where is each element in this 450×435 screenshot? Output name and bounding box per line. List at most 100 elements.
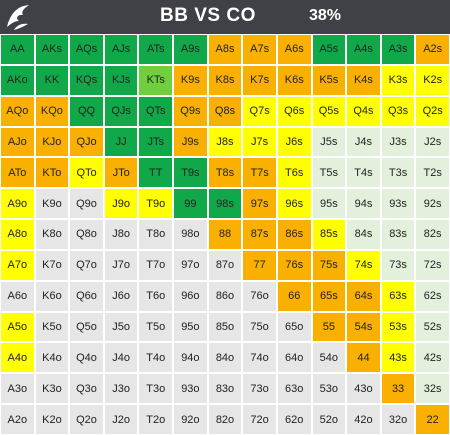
hand-cell[interactable]: 97o	[174, 250, 207, 280]
hand-cell[interactable]: K5s	[312, 65, 346, 95]
hand-cell[interactable]: J3s	[381, 127, 415, 157]
hand-cell[interactable]: KQo	[35, 96, 69, 126]
hand-cell[interactable]: Q6o	[70, 281, 103, 311]
hand-cell[interactable]: 33	[381, 374, 415, 404]
hand-cell[interactable]: A5o	[1, 312, 34, 342]
hand-cell[interactable]: Q7s	[243, 96, 276, 126]
hand-cell[interactable]: A9o	[1, 189, 34, 219]
hand-cell[interactable]: T6o	[139, 281, 173, 311]
hand-cell[interactable]: 85s	[312, 220, 346, 249]
hand-cell[interactable]: 53s	[381, 312, 415, 342]
hand-cell[interactable]: 84s	[347, 220, 380, 249]
hand-cell[interactable]: QTo	[70, 158, 103, 188]
hand-cell[interactable]: K8s	[208, 65, 242, 95]
hand-cell[interactable]: 95s	[312, 189, 346, 219]
hand-cell[interactable]: QTs	[139, 96, 173, 126]
hand-cell[interactable]: J3o	[104, 374, 138, 404]
hand-cell[interactable]: K7s	[243, 65, 276, 95]
hand-cell[interactable]: K5o	[35, 312, 69, 342]
hand-cell[interactable]: 96o	[174, 281, 207, 311]
hand-cell[interactable]: 96s	[277, 189, 311, 219]
hand-cell[interactable]: 44	[347, 343, 380, 373]
hand-cell[interactable]: 63o	[277, 374, 311, 404]
hand-cell[interactable]: J9o	[104, 189, 138, 219]
hand-cell[interactable]: TT	[139, 158, 173, 188]
hand-cell[interactable]: A3o	[1, 374, 34, 404]
hand-cell[interactable]: QJs	[104, 96, 138, 126]
hand-cell[interactable]: KQs	[70, 65, 103, 95]
hand-cell[interactable]: A6o	[1, 281, 34, 311]
hand-cell[interactable]: AQs	[70, 35, 103, 64]
hand-cell[interactable]: KK	[35, 65, 69, 95]
hand-cell[interactable]: QJo	[70, 127, 103, 157]
hand-cell[interactable]: J6o	[104, 281, 138, 311]
hand-cell[interactable]: 65o	[277, 312, 311, 342]
hand-cell[interactable]: K4o	[35, 343, 69, 373]
hand-cell[interactable]: AA	[1, 35, 34, 64]
hand-cell[interactable]: 84o	[208, 343, 242, 373]
hand-cell[interactable]: 52o	[312, 405, 346, 434]
hand-cell[interactable]: J9s	[174, 127, 207, 157]
hand-cell[interactable]: T5o	[139, 312, 173, 342]
hand-cell[interactable]: A5s	[312, 35, 346, 64]
hand-cell[interactable]: T9s	[174, 158, 207, 188]
hand-cell[interactable]: 43s	[381, 343, 415, 373]
hand-cell[interactable]: 93s	[381, 189, 415, 219]
hand-cell[interactable]: 53o	[312, 374, 346, 404]
hand-cell[interactable]: A8s	[208, 35, 242, 64]
hand-cell[interactable]: 62o	[277, 405, 311, 434]
hand-cell[interactable]: Q7o	[70, 250, 103, 280]
hand-cell[interactable]: 75s	[312, 250, 346, 280]
hand-cell[interactable]: 73o	[243, 374, 276, 404]
hand-cell[interactable]: Q8s	[208, 96, 242, 126]
hand-cell[interactable]: J2s	[416, 127, 449, 157]
hand-cell[interactable]: Q9s	[174, 96, 207, 126]
hand-cell[interactable]: A9s	[174, 35, 207, 64]
hand-cell[interactable]: 52s	[416, 312, 449, 342]
hand-cell[interactable]: Q3o	[70, 374, 103, 404]
hand-cell[interactable]: 82o	[208, 405, 242, 434]
hand-cell[interactable]: 54s	[347, 312, 380, 342]
hand-cell[interactable]: 63s	[381, 281, 415, 311]
hand-cell[interactable]: 86o	[208, 281, 242, 311]
hand-cell[interactable]: T4s	[347, 158, 380, 188]
hand-cell[interactable]: 83s	[381, 220, 415, 249]
hand-cell[interactable]: J6s	[277, 127, 311, 157]
hand-cell[interactable]: Q9o	[70, 189, 103, 219]
hand-cell[interactable]: 76s	[277, 250, 311, 280]
hand-cell[interactable]: 95o	[174, 312, 207, 342]
hand-cell[interactable]: 99	[174, 189, 207, 219]
hand-cell[interactable]: 42o	[347, 405, 380, 434]
hand-cell[interactable]: 86s	[277, 220, 311, 249]
hand-cell[interactable]: A2o	[1, 405, 34, 434]
hand-cell[interactable]: ATo	[1, 158, 34, 188]
hand-cell[interactable]: 97s	[243, 189, 276, 219]
hand-cell[interactable]: 87o	[208, 250, 242, 280]
hand-cell[interactable]: K6o	[35, 281, 69, 311]
hand-cell[interactable]: T2s	[416, 158, 449, 188]
hand-cell[interactable]: Q3s	[381, 96, 415, 126]
hand-cell[interactable]: T9o	[139, 189, 173, 219]
hand-cell[interactable]: J8s	[208, 127, 242, 157]
hand-cell[interactable]: 77	[243, 250, 276, 280]
hand-cell[interactable]: 74s	[347, 250, 380, 280]
hand-cell[interactable]: 73s	[381, 250, 415, 280]
hand-cell[interactable]: Q6s	[277, 96, 311, 126]
hand-cell[interactable]: T8o	[139, 220, 173, 249]
hand-cell[interactable]: KTo	[35, 158, 69, 188]
hand-cell[interactable]: Q8o	[70, 220, 103, 249]
hand-cell[interactable]: 82s	[416, 220, 449, 249]
hand-cell[interactable]: 92o	[174, 405, 207, 434]
hand-cell[interactable]: JTo	[104, 158, 138, 188]
hand-cell[interactable]: AQo	[1, 96, 34, 126]
hand-cell[interactable]: T6s	[277, 158, 311, 188]
hand-cell[interactable]: AJo	[1, 127, 34, 157]
hand-cell[interactable]: 94o	[174, 343, 207, 373]
hand-cell[interactable]: 75o	[243, 312, 276, 342]
hand-cell[interactable]: ATs	[139, 35, 173, 64]
hand-cell[interactable]: 54o	[312, 343, 346, 373]
hand-cell[interactable]: 92s	[416, 189, 449, 219]
hand-cell[interactable]: JJ	[104, 127, 138, 157]
hand-cell[interactable]: 65s	[312, 281, 346, 311]
hand-cell[interactable]: Q5o	[70, 312, 103, 342]
